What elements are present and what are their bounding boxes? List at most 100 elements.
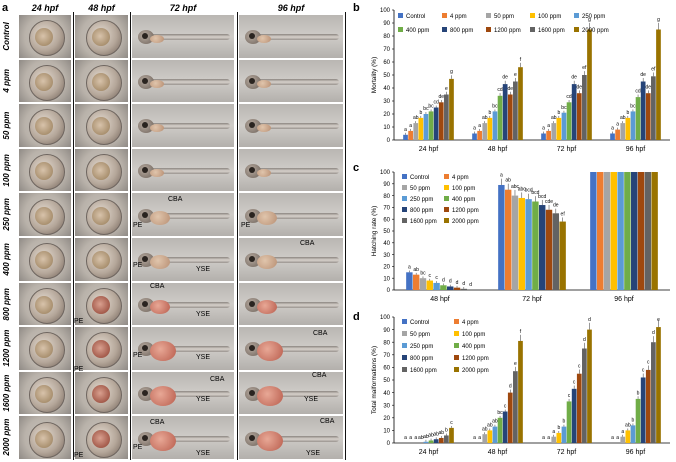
bar-control: [403, 134, 408, 140]
bar-400-ppm: [624, 172, 631, 290]
bar-100-ppm: [610, 172, 617, 290]
embryo-image: [18, 370, 72, 416]
legend-swatch: [402, 343, 407, 348]
significance-label: ab: [492, 419, 498, 425]
bar-50-ppm: [620, 436, 626, 443]
legend-label: 1600 ppm: [410, 368, 437, 374]
larva-body: [146, 212, 230, 219]
larva-image: [238, 281, 344, 327]
legend-label: 1600 ppm: [410, 219, 437, 225]
y-tick-label: 80: [383, 340, 390, 346]
bar-250-ppm: [561, 112, 567, 140]
significance-label: d: [469, 282, 472, 288]
significance-label: e: [514, 361, 517, 367]
y-tick-label: 40: [383, 391, 390, 397]
annotation-pe: PE: [133, 352, 143, 359]
annotation-yse: YSE: [196, 396, 211, 403]
significance-label: cde: [545, 199, 553, 205]
row-label-9: 1600 ppm: [2, 374, 11, 412]
larva-eye: [142, 300, 148, 307]
bar-800-ppm: [433, 439, 439, 443]
significance-label: ab: [482, 115, 488, 121]
row-label-4: 100 ppm: [2, 153, 11, 187]
legend-swatch: [444, 218, 449, 223]
larva-image: [131, 147, 235, 193]
significance-label: c: [573, 380, 576, 386]
bar-50-ppm: [603, 172, 611, 290]
legend-label: 50 ppm: [410, 332, 430, 338]
significance-label: c: [578, 364, 581, 370]
larva-yolk: [150, 386, 176, 407]
y-tick-label: 70: [383, 206, 390, 212]
significance-label: b: [632, 417, 635, 423]
bar-control: [590, 172, 597, 290]
larva-body: [253, 168, 339, 175]
bar-1200-ppm: [438, 102, 444, 140]
embryo-image: [18, 147, 72, 193]
grid-separator: [130, 12, 131, 460]
embryo-image: [74, 58, 129, 104]
legend-swatch: [574, 13, 579, 18]
larva-yolk: [257, 255, 277, 270]
bar-1200-ppm: [576, 93, 582, 140]
yolk-sac: [35, 295, 53, 314]
significance-label: bc: [630, 103, 636, 109]
yolk-sac: [35, 28, 53, 47]
larva-image: [238, 14, 344, 59]
bar-800-ppm: [433, 107, 439, 140]
significance-label: d: [442, 278, 445, 284]
bar-control: [406, 272, 413, 290]
legend-swatch: [402, 185, 407, 190]
legend-label: 800 ppm: [450, 28, 473, 34]
y-tick-label: 100: [380, 8, 391, 14]
larva-eye: [249, 77, 255, 84]
bar-400-ppm: [532, 201, 539, 290]
embryo-image: [74, 326, 129, 371]
bar-100-ppm: [487, 430, 493, 443]
y-tick-label: 20: [383, 112, 390, 118]
legend-swatch: [402, 196, 407, 201]
row-label-7: 800 ppm: [2, 287, 11, 321]
significance-label: e: [657, 317, 660, 323]
significance-label: a: [409, 435, 412, 441]
larva-image: [131, 237, 235, 282]
legend-swatch: [402, 207, 407, 212]
bar-1200-ppm: [507, 94, 513, 140]
bar-control: [610, 133, 615, 140]
significance-label: a: [478, 435, 481, 441]
bar-50-ppm: [482, 123, 488, 140]
panel-d-letter: d: [353, 311, 360, 323]
embryo-image: [18, 58, 72, 104]
bar-250-ppm: [433, 282, 440, 290]
x-tick-label: 72 hpf: [522, 296, 542, 303]
bar-400-ppm: [635, 97, 641, 140]
significance-label: b: [557, 425, 560, 431]
annotation-cba: CBA: [150, 419, 165, 426]
legend-swatch: [444, 207, 449, 212]
yolk-sac: [35, 72, 53, 91]
legend-label: 1600 ppm: [538, 28, 565, 34]
bar-800-ppm: [640, 377, 646, 443]
significance-label: a: [552, 429, 555, 435]
hatching-chart: 0 10 20 30 40 50 60 70 80 90 100 Hatching rate (%) a…: [371, 170, 670, 303]
yolk-sac: [35, 251, 53, 270]
yolk-sac: [91, 206, 110, 225]
y-axis-label: Total malformations (%): [371, 346, 378, 414]
row-label-6: 400 ppm: [2, 243, 11, 276]
larva-body: [253, 346, 339, 353]
significance-label: d: [509, 384, 512, 390]
significance-label: ab: [423, 434, 429, 440]
legend-label: 4 ppm: [462, 320, 479, 326]
legend-swatch: [454, 319, 459, 324]
larva-yolk: [257, 35, 271, 44]
significance-label: f: [520, 329, 522, 335]
significance-label: ab: [428, 433, 434, 439]
legend-label: 250 ppm: [582, 14, 605, 20]
legend-label: 800 ppm: [410, 356, 433, 362]
legend-label: 50 ppm: [494, 14, 514, 20]
larva-yolk: [150, 341, 176, 362]
bar-2000-ppm: [559, 221, 566, 290]
legend-label: 250 ppm: [410, 344, 433, 350]
larva-eye: [142, 345, 148, 352]
row-label-8: 1200 ppm: [2, 330, 11, 367]
